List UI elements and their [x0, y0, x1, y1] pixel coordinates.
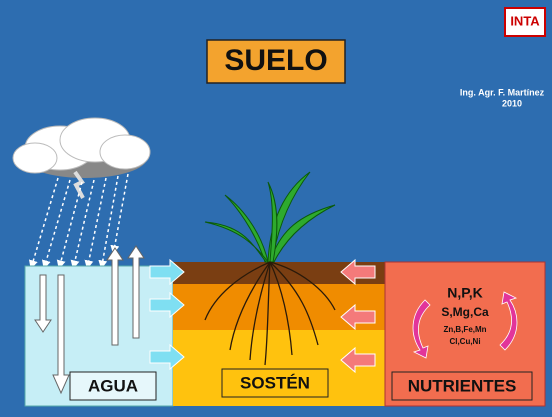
soil-topsoil — [173, 262, 385, 284]
nutrient-line: S,Mg,Ca — [441, 305, 489, 319]
logo: INTA — [510, 13, 540, 28]
nutrient-to-soil-arrows — [340, 258, 376, 374]
cycle-arrows — [412, 291, 518, 359]
water-to-soil-arrows — [149, 258, 185, 371]
author: Ing. Agr. F. Martínez — [460, 87, 545, 97]
support-label: SOSTÉN — [240, 373, 310, 392]
nutrient-line: N,P,K — [447, 285, 483, 301]
water-arrows — [34, 245, 145, 395]
year: 2010 — [502, 98, 522, 108]
cloud — [12, 117, 151, 199]
water-label: AGUA — [88, 376, 138, 395]
title: SUELO — [224, 44, 327, 77]
roots — [204, 261, 336, 366]
support-label-box — [221, 368, 329, 398]
logo-box — [504, 7, 546, 37]
title-box — [206, 39, 346, 84]
nutrients-label: NUTRIENTES — [408, 376, 517, 395]
rain — [28, 173, 129, 270]
plant — [204, 171, 336, 263]
water-label-box — [69, 371, 157, 401]
nutrients-label-box — [391, 371, 533, 401]
nutrient-line: Cl,Cu,Ni — [449, 337, 480, 346]
nutrient-line: Zn,B,Fe,Mn — [443, 325, 486, 334]
